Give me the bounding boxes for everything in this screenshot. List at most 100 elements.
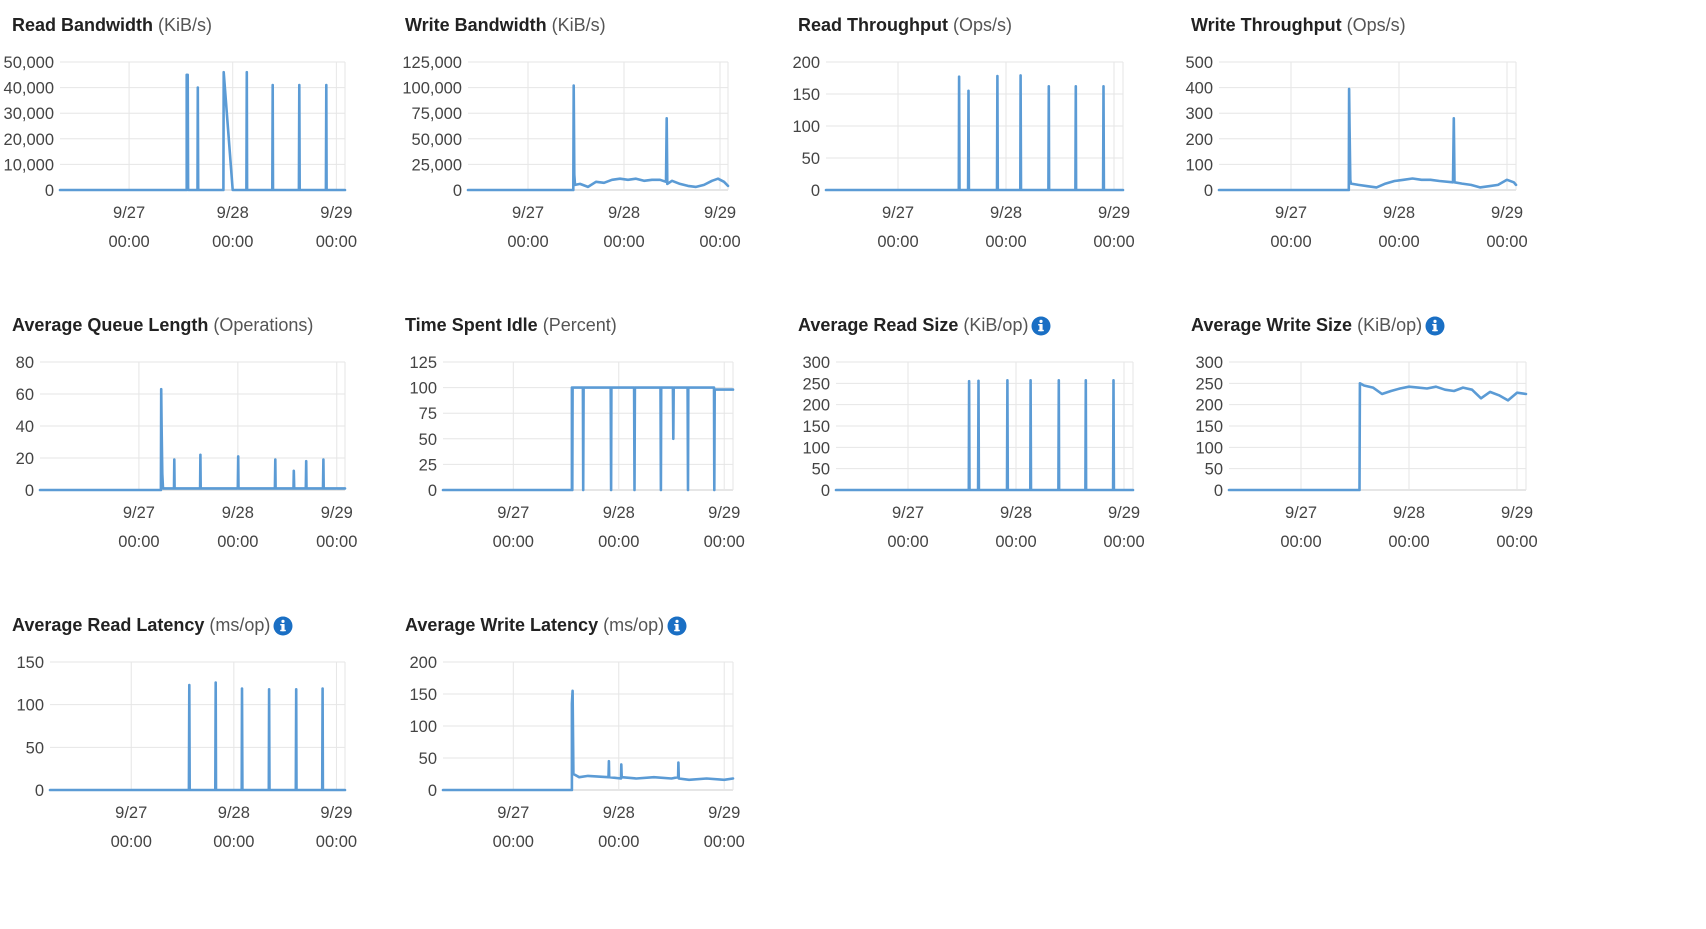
chart-title: Average Read Size — [798, 315, 959, 335]
x-tick-label-date: 9/29 — [1098, 204, 1130, 222]
y-tick-label: 0 — [428, 482, 437, 500]
y-tick-label: 200 — [409, 654, 437, 672]
y-tick-label: 200 — [792, 54, 820, 72]
chart-unit: (Ops/s) — [952, 15, 1012, 35]
chart-title-row: Average Read Size (KiB/op) — [798, 315, 1051, 336]
chart-plot: 0 25 50 75 100 125 9/27 00:00 9/28 00:00 9/29 00:00 — [409, 354, 744, 551]
chart-title: Time Spent Idle — [405, 315, 538, 335]
x-tick-label-date: 9/27 — [123, 504, 155, 522]
x-tick-label-time: 00:00 — [704, 833, 745, 851]
y-tick-label: 200 — [1185, 131, 1213, 149]
x-tick-label-date: 9/29 — [708, 804, 740, 822]
chart-unit: (KiB/op) — [963, 315, 1029, 335]
x-tick-label-date: 9/28 — [222, 504, 254, 522]
chart-unit: (Ops/s) — [1346, 15, 1406, 35]
x-tick-label-date: 9/28 — [603, 804, 635, 822]
chart-title-row: Read Bandwidth (KiB/s) — [12, 15, 212, 36]
x-tick-label-date: 9/27 — [497, 804, 529, 822]
y-tick-label: 300 — [802, 354, 830, 372]
y-tick-label: 200 — [1195, 397, 1223, 415]
y-tick-label: 100 — [1185, 156, 1213, 174]
y-tick-label: 0 — [428, 782, 437, 800]
x-tick-label-date: 9/27 — [115, 804, 147, 822]
chart-title-row: Time Spent Idle (Percent) — [405, 315, 617, 336]
x-tick-label-date: 9/27 — [113, 204, 145, 222]
x-tick-label-time: 00:00 — [217, 533, 258, 551]
x-tick-label-date: 9/27 — [892, 504, 924, 522]
y-tick-label: 50 — [419, 431, 437, 449]
x-tick-label-time: 00:00 — [985, 233, 1026, 251]
chart-title: Write Bandwidth — [405, 15, 547, 35]
y-tick-label: 150 — [802, 418, 830, 436]
series-line-average-write-size — [1227, 382, 1528, 492]
x-tick-label-time: 00:00 — [1093, 233, 1134, 251]
y-tick-label: 25,000 — [412, 156, 462, 174]
x-tick-label-time: 00:00 — [877, 233, 918, 251]
chart-unit: (ms/op) — [209, 615, 271, 635]
y-tick-label: 0 — [35, 782, 44, 800]
chart-unit: (KiB/s) — [158, 15, 213, 35]
x-tick-label-time: 00:00 — [507, 233, 548, 251]
info-icon[interactable] — [1425, 316, 1445, 336]
chart-title: Average Write Latency — [405, 615, 599, 635]
chart-unit: (Operations) — [213, 315, 314, 335]
y-tick-label: 10,000 — [4, 156, 54, 174]
y-tick-label: 20 — [16, 450, 34, 468]
x-tick-label-time: 00:00 — [493, 533, 534, 551]
x-tick-label-time: 00:00 — [598, 533, 639, 551]
series-line-average-read-size — [834, 379, 1135, 492]
y-tick-label: 40,000 — [4, 80, 54, 98]
chart-panel-average-write-size: Average Write Size (KiB/op) 0 50 100 150 200 25… — [1179, 300, 1599, 600]
y-tick-label: 300 — [1185, 105, 1213, 123]
x-tick-label-time: 00:00 — [493, 833, 534, 851]
y-tick-label: 40 — [16, 418, 34, 436]
y-tick-label: 75 — [419, 405, 437, 423]
chart-unit: (Percent) — [542, 315, 617, 335]
chart-title-row: Average Write Latency (ms/op) — [405, 615, 687, 636]
x-tick-label-date: 9/27 — [1275, 204, 1307, 222]
info-icon[interactable] — [273, 616, 293, 636]
series-line-write-bandwidth — [466, 84, 730, 192]
y-tick-label: 100 — [802, 439, 830, 457]
x-tick-label-time: 00:00 — [316, 833, 357, 851]
y-tick-label: 150 — [409, 686, 437, 704]
chart-plot: 0 50 100 150 9/27 00:00 9/28 00:00 9/29 00:00 — [16, 654, 357, 851]
y-tick-label: 30,000 — [4, 105, 54, 123]
x-tick-label-date: 9/27 — [512, 204, 544, 222]
y-tick-label: 400 — [1185, 80, 1213, 98]
y-tick-label: 80 — [16, 354, 34, 372]
x-tick-label-date: 9/27 — [497, 504, 529, 522]
chart-plot: 0 100 200 300 400 500 9/27 00:00 9/28 00:00 9/29 00… — [1185, 54, 1527, 251]
series-line-average-queue-length — [38, 387, 347, 492]
y-tick-label: 0 — [811, 182, 820, 200]
x-tick-label-date: 9/28 — [217, 204, 249, 222]
series-line-average-write-latency — [441, 689, 735, 792]
chart-title: Read Bandwidth — [12, 15, 154, 35]
x-tick-label-time: 00:00 — [887, 533, 928, 551]
x-tick-label-time: 00:00 — [1103, 533, 1144, 551]
y-tick-label: 50 — [26, 739, 44, 757]
chart-title-row: Average Write Size (KiB/op) — [1191, 315, 1445, 336]
y-tick-label: 50 — [419, 750, 437, 768]
x-tick-label-time: 00:00 — [213, 833, 254, 851]
x-tick-label-time: 00:00 — [598, 833, 639, 851]
series-line-read-bandwidth — [58, 70, 347, 192]
y-tick-label: 0 — [1214, 482, 1223, 500]
y-tick-label: 50 — [812, 461, 830, 479]
chart-title: Average Write Size — [1191, 315, 1353, 335]
y-tick-label: 0 — [821, 482, 830, 500]
info-icon[interactable] — [667, 616, 687, 636]
y-tick-label: 500 — [1185, 54, 1213, 72]
x-tick-label-date: 9/29 — [1108, 504, 1140, 522]
y-tick-label: 0 — [1204, 182, 1213, 200]
y-tick-label: 20,000 — [4, 131, 54, 149]
x-tick-label-date: 9/28 — [1393, 504, 1425, 522]
y-tick-label: 150 — [16, 654, 44, 672]
chart-unit: (KiB/op) — [1357, 315, 1423, 335]
x-tick-label-time: 00:00 — [111, 833, 152, 851]
info-icon[interactable] — [1031, 316, 1051, 336]
y-tick-label: 25 — [419, 456, 437, 474]
x-tick-label-time: 00:00 — [1486, 233, 1527, 251]
x-tick-label-time: 00:00 — [1388, 533, 1429, 551]
x-tick-label-time: 00:00 — [316, 533, 357, 551]
